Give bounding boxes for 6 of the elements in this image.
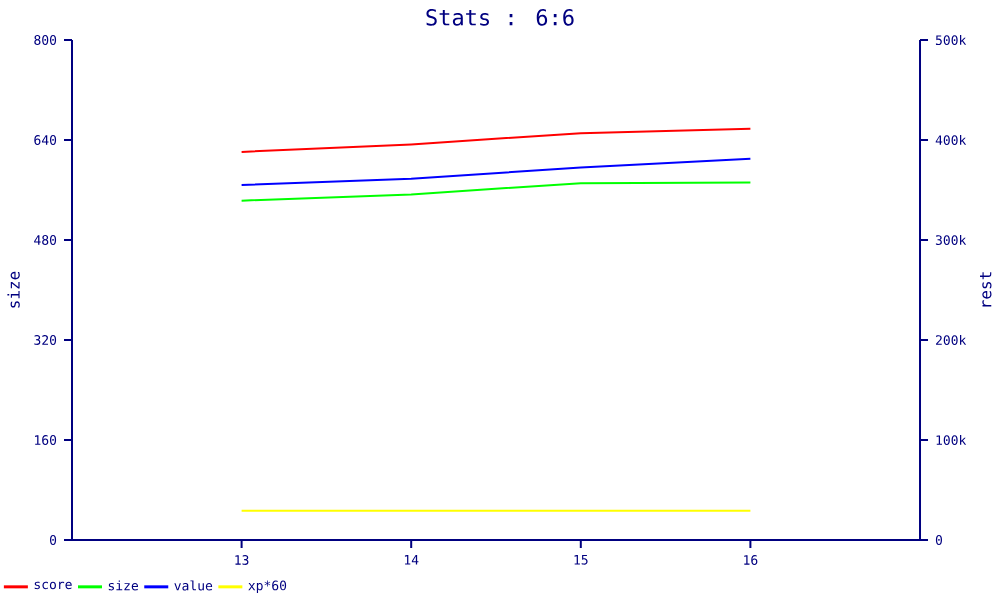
line-series [240, 157, 752, 187]
line-series [240, 181, 752, 202]
y2-axis-title: rest [980, 272, 992, 307]
chart-title: Stats : 6:6 [426, 9, 574, 26]
y-axis-title: size [7, 271, 20, 308]
line-series [240, 127, 752, 153]
